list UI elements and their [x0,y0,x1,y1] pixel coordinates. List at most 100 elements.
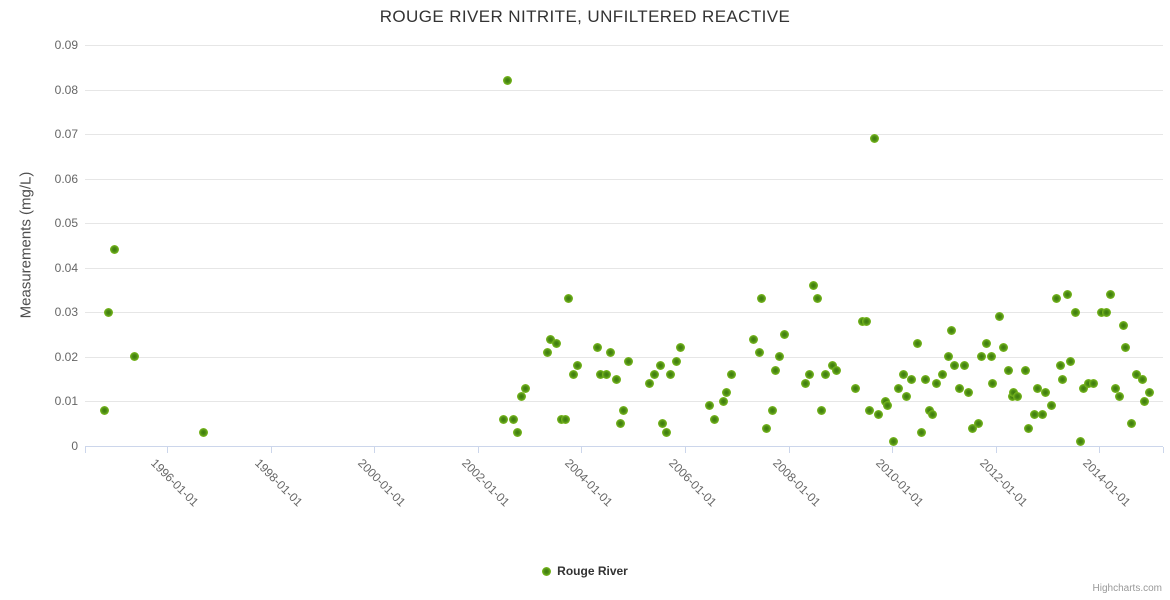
data-point[interactable] [756,294,766,304]
data-point[interactable] [754,347,764,357]
data-point[interactable] [1056,361,1066,371]
data-point[interactable] [808,281,818,291]
data-point[interactable] [596,370,606,380]
data-point[interactable] [1144,388,1154,398]
data-point[interactable] [676,343,686,353]
data-point[interactable] [199,428,209,438]
data-point[interactable] [671,356,681,366]
data-point[interactable] [995,312,1005,322]
data-point[interactable] [999,343,1009,353]
data-point[interactable] [705,401,715,411]
data-point[interactable] [130,352,140,362]
data-point[interactable] [873,410,883,420]
data-point[interactable] [779,330,789,340]
data-point[interactable] [894,383,904,393]
data-point[interactable] [1096,307,1106,317]
data-point[interactable] [658,419,668,429]
data-point[interactable] [722,388,732,398]
data-point[interactable] [901,392,911,402]
data-point[interactable] [508,414,518,424]
data-point[interactable] [883,401,893,411]
data-point[interactable] [520,383,530,393]
data-point[interactable] [1139,396,1149,406]
data-point[interactable] [1066,356,1076,366]
data-point[interactable] [767,405,777,415]
data-point[interactable] [988,379,998,389]
data-point[interactable] [727,370,737,380]
data-point[interactable] [655,361,665,371]
legend[interactable]: Rouge River [0,564,1170,578]
data-point[interactable] [665,370,675,380]
data-point[interactable] [1037,410,1047,420]
data-point[interactable] [546,334,556,344]
data-point[interactable] [1070,307,1080,317]
data-point[interactable] [1118,321,1128,331]
data-point[interactable] [801,379,811,389]
data-point[interactable] [624,356,634,366]
data-point[interactable] [1088,379,1098,389]
data-point[interactable] [1024,423,1034,433]
data-point[interactable] [619,405,629,415]
data-point[interactable] [813,294,823,304]
data-point[interactable] [1032,383,1042,393]
data-point[interactable] [502,76,512,86]
data-point[interactable] [762,423,772,433]
data-point[interactable] [920,374,930,384]
data-point[interactable] [986,352,996,362]
data-point[interactable] [1137,374,1147,384]
data-point[interactable] [601,370,611,380]
data-point[interactable] [775,352,785,362]
data-point[interactable] [1020,365,1030,375]
data-point[interactable] [662,428,672,438]
data-point[interactable] [865,405,875,415]
data-point[interactable] [916,428,926,438]
data-point[interactable] [1127,419,1137,429]
data-point[interactable] [898,370,908,380]
data-point[interactable] [560,414,570,424]
data-point[interactable] [709,414,719,424]
data-point[interactable] [718,396,728,406]
data-point[interactable] [552,339,562,349]
data-point[interactable] [109,245,119,255]
data-point[interactable] [645,379,655,389]
data-point[interactable] [977,352,987,362]
data-point[interactable] [593,343,603,353]
data-point[interactable] [950,361,960,371]
data-point[interactable] [1101,307,1111,317]
data-point[interactable] [1013,392,1023,402]
data-point[interactable] [103,307,113,317]
data-point[interactable] [1040,388,1050,398]
data-point[interactable] [973,419,983,429]
data-point[interactable] [928,410,938,420]
data-point[interactable] [831,365,841,375]
data-point[interactable] [569,370,579,380]
data-point[interactable] [1075,437,1085,447]
data-point[interactable] [820,370,830,380]
data-point[interactable] [542,347,552,357]
data-point[interactable] [963,388,973,398]
data-point[interactable] [1106,290,1116,299]
data-point[interactable] [100,405,110,415]
data-point[interactable] [981,339,991,349]
data-point[interactable] [817,405,827,415]
data-point[interactable] [572,361,582,371]
data-point[interactable] [564,294,574,304]
data-point[interactable] [967,423,977,433]
data-point[interactable] [512,428,522,438]
data-point[interactable] [937,370,947,380]
data-point[interactable] [1063,290,1073,299]
data-point[interactable] [615,419,625,429]
data-point[interactable] [1083,379,1093,389]
data-point[interactable] [606,347,616,357]
data-point[interactable] [611,374,621,384]
data-point[interactable] [889,437,899,447]
data-point[interactable] [771,365,781,375]
data-point[interactable] [1058,374,1068,384]
data-point[interactable] [851,383,861,393]
data-point[interactable] [1114,392,1124,402]
data-point[interactable] [907,374,917,384]
data-point[interactable] [1121,343,1131,353]
data-point[interactable] [932,379,942,389]
data-point[interactable] [913,339,923,349]
data-point[interactable] [1046,401,1056,411]
